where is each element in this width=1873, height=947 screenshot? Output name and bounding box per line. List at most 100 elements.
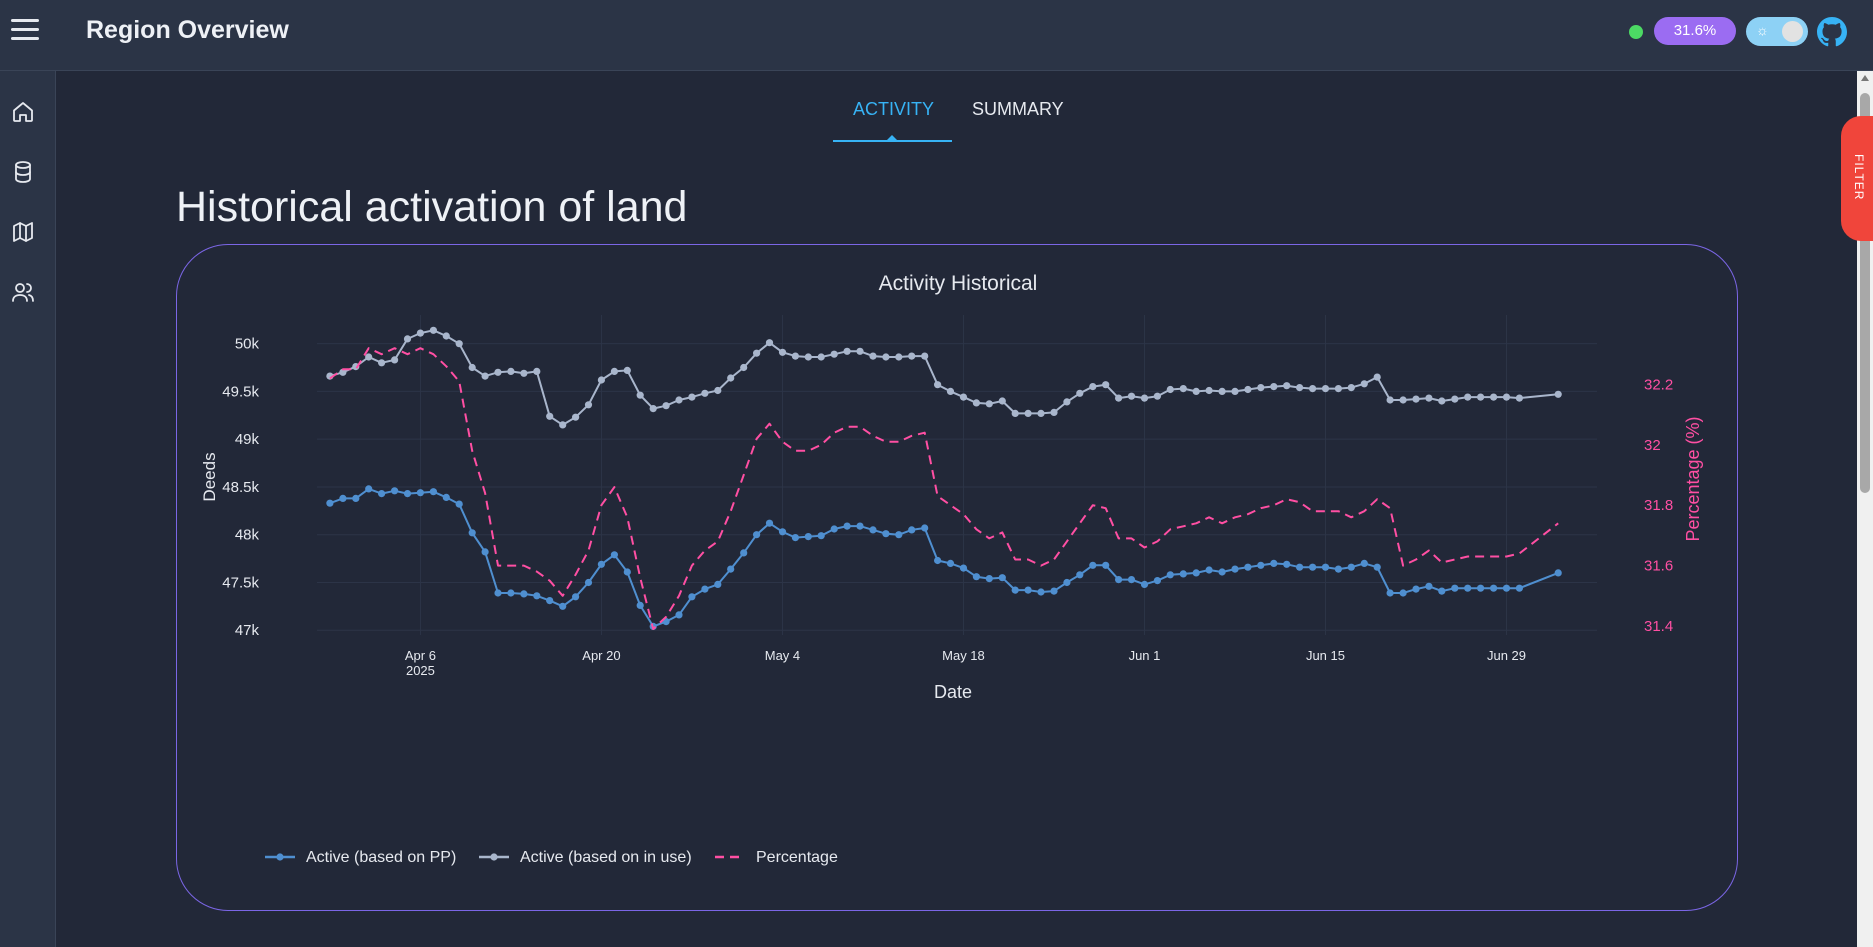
- data-point: [403, 335, 412, 343]
- data-point: [908, 352, 916, 360]
- scrollbar[interactable]: [1857, 71, 1873, 947]
- data-point: [572, 413, 580, 421]
- data-point: [856, 522, 864, 530]
- app-title: Region Overview: [86, 16, 289, 44]
- theme-toggle[interactable]: ☼: [1746, 17, 1808, 46]
- data-point: [520, 590, 528, 598]
- x-tick-label: Apr 6: [405, 648, 436, 663]
- sidebar: [0, 71, 56, 947]
- data-point: [1502, 584, 1511, 592]
- data-point: [1050, 587, 1058, 595]
- data-point: [481, 372, 489, 380]
- tab-summary[interactable]: SUMMARY: [972, 99, 1064, 119]
- series-line-2: [329, 347, 1559, 630]
- data-point: [1309, 385, 1317, 393]
- users-icon[interactable]: [11, 280, 35, 304]
- data-point: [442, 332, 450, 340]
- sun-icon: ☼: [1756, 22, 1769, 38]
- data-point: [1438, 587, 1446, 595]
- x-tick-label: May 18: [942, 648, 985, 663]
- data-point: [1425, 582, 1433, 590]
- map-icon[interactable]: [11, 220, 35, 244]
- legend-label-0: Active (based on PP): [306, 849, 456, 866]
- data-point: [533, 367, 541, 375]
- data-point: [1063, 398, 1071, 406]
- data-point: [778, 348, 787, 356]
- y2-tick-label: 31.6: [1644, 558, 1673, 575]
- hamburger-menu-icon[interactable]: [11, 19, 39, 41]
- data-point: [1037, 409, 1045, 417]
- data-point: [1270, 559, 1278, 567]
- data-point: [1386, 396, 1394, 404]
- data-point: [1244, 385, 1252, 394]
- github-icon[interactable]: [1817, 17, 1847, 47]
- y-tick-label: 49k: [235, 431, 260, 448]
- legend-label-1: Active (based on in use): [520, 849, 692, 866]
- data-point: [1464, 393, 1472, 401]
- data-point: [623, 366, 631, 374]
- data-point: [895, 353, 903, 361]
- data-point: [559, 421, 567, 429]
- data-point: [649, 405, 657, 413]
- data-point: [584, 578, 593, 587]
- data-point: [765, 519, 774, 527]
- filter-button[interactable]: FILTER: [1841, 116, 1873, 241]
- data-point: [1153, 392, 1161, 400]
- y-tick-label: 47k: [235, 622, 260, 639]
- database-icon[interactable]: [11, 160, 35, 184]
- scrollbar-thumb[interactable]: [1860, 93, 1870, 493]
- data-point: [468, 363, 476, 372]
- active-tab-indicator: [833, 140, 952, 142]
- data-point: [1231, 565, 1239, 573]
- data-point: [1244, 563, 1252, 571]
- data-point: [442, 493, 450, 501]
- tab-activity[interactable]: ACTIVITY: [853, 99, 935, 119]
- data-point: [1166, 571, 1174, 579]
- data-point: [1257, 384, 1265, 392]
- x-tick-sublabel: 2025: [406, 663, 435, 678]
- data-point: [791, 534, 800, 542]
- data-point: [1477, 584, 1485, 592]
- legend-label-2: Percentage: [756, 849, 838, 866]
- data-point: [1283, 560, 1291, 568]
- percentage-badge: 31.6%: [1654, 17, 1736, 45]
- y-axis-label: Deeds: [200, 452, 219, 501]
- data-point: [830, 525, 838, 533]
- data-point: [1296, 563, 1304, 571]
- data-point: [1515, 584, 1523, 592]
- toggle-knob: [1782, 21, 1803, 42]
- data-point: [1334, 385, 1342, 393]
- data-point: [1140, 394, 1149, 402]
- data-point: [326, 499, 334, 507]
- data-point: [946, 559, 955, 567]
- home-icon[interactable]: [11, 100, 35, 124]
- data-point: [869, 526, 877, 534]
- data-point: [1490, 393, 1498, 401]
- y2-tick-label: 32.2: [1644, 376, 1673, 393]
- data-point: [1283, 382, 1291, 390]
- y-tick-label: 49.5k: [222, 383, 259, 400]
- data-point: [946, 387, 955, 395]
- y-tick-label: 48.5k: [222, 479, 259, 496]
- data-point: [546, 597, 554, 605]
- data-point: [1179, 385, 1187, 393]
- y-tick-label: 48k: [235, 527, 260, 544]
- data-point: [1464, 584, 1472, 592]
- data-point: [507, 589, 515, 597]
- data-point: [869, 352, 877, 360]
- data-point: [1218, 568, 1226, 576]
- data-point: [429, 326, 437, 334]
- data-point: [1115, 576, 1123, 584]
- data-point: [1425, 394, 1433, 402]
- legend-marker-0: [276, 853, 284, 861]
- data-point: [959, 564, 968, 572]
- data-point: [391, 487, 399, 495]
- y-tick-label: 50k: [235, 336, 260, 353]
- top-bar: Region Overview 31.6% ☼: [0, 0, 1873, 71]
- data-point: [494, 368, 502, 376]
- data-point: [921, 352, 929, 360]
- scroll-up-arrow-icon[interactable]: [1861, 75, 1869, 81]
- data-point: [985, 400, 993, 408]
- data-point: [843, 347, 851, 355]
- data-point: [636, 391, 644, 399]
